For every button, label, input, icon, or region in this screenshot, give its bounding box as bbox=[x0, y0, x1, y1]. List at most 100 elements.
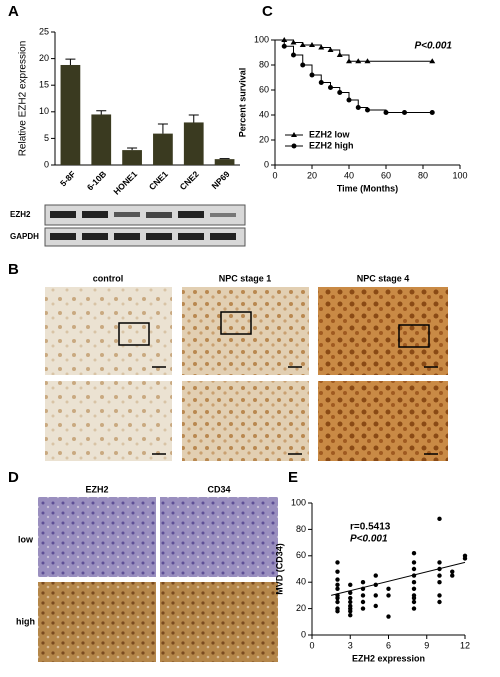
marker bbox=[291, 143, 297, 149]
y-tick-label: 60 bbox=[296, 550, 306, 560]
ihc-image bbox=[38, 582, 156, 662]
point bbox=[411, 595, 417, 601]
point bbox=[437, 560, 442, 565]
blot-gapdh bbox=[44, 227, 246, 247]
error-bar bbox=[188, 114, 199, 123]
ihc-image bbox=[45, 287, 172, 375]
x-tick-label: 6-10B bbox=[85, 169, 108, 192]
x-tick-label: 100 bbox=[452, 170, 467, 180]
y-tick-label: 20 bbox=[259, 134, 269, 144]
point bbox=[411, 550, 417, 556]
point bbox=[348, 599, 353, 605]
blot-label: EZH2 bbox=[10, 210, 31, 219]
x-tick-label: 60 bbox=[381, 170, 391, 180]
point bbox=[411, 606, 417, 611]
bar bbox=[153, 133, 173, 165]
error-bar bbox=[219, 158, 230, 160]
row-label: high bbox=[16, 616, 35, 626]
x-tick-label: 80 bbox=[418, 170, 428, 180]
point bbox=[450, 573, 455, 578]
marker bbox=[300, 62, 306, 68]
x-tick-label: 0 bbox=[309, 640, 314, 650]
point bbox=[335, 560, 340, 565]
column-label: control bbox=[93, 273, 124, 283]
point bbox=[411, 580, 417, 585]
marker bbox=[364, 58, 371, 64]
point bbox=[437, 599, 442, 605]
blot-label: GAPDH bbox=[10, 232, 39, 241]
y-tick-label: 100 bbox=[291, 497, 306, 507]
y-axis-label: MVD (CD34) bbox=[274, 543, 284, 595]
x-axis-label: EZH2 expression bbox=[352, 653, 425, 663]
bar bbox=[214, 159, 235, 165]
marker bbox=[402, 110, 407, 115]
bar bbox=[183, 122, 204, 165]
point bbox=[437, 580, 442, 585]
marker bbox=[355, 58, 362, 64]
marker bbox=[337, 90, 343, 95]
point bbox=[360, 580, 366, 585]
column-label: NPC stage 1 bbox=[219, 273, 272, 283]
y-tick-label: 40 bbox=[259, 109, 269, 119]
panel-b-images: control NPC stage 1 NPC stage 4 bbox=[45, 273, 448, 461]
point bbox=[348, 595, 353, 601]
y-tick-label: 60 bbox=[259, 84, 269, 94]
ihc-image bbox=[182, 381, 309, 461]
point bbox=[411, 566, 417, 572]
ihc-image bbox=[318, 381, 448, 461]
y-tick-label: 25 bbox=[39, 26, 49, 36]
point bbox=[335, 599, 340, 605]
y-tick-label: 0 bbox=[44, 159, 49, 169]
point bbox=[335, 609, 340, 614]
y-tick-label: 80 bbox=[259, 59, 269, 69]
y-tick-label: 10 bbox=[39, 106, 49, 116]
point bbox=[335, 582, 340, 588]
x-tick-label: 6 bbox=[386, 640, 391, 650]
ihc-image bbox=[318, 287, 448, 375]
x-tick-label: CNE2 bbox=[178, 169, 201, 192]
marker bbox=[327, 47, 334, 52]
error-bar bbox=[65, 58, 76, 65]
y-tick-label: 0 bbox=[264, 159, 269, 169]
marker bbox=[290, 39, 297, 45]
marker bbox=[318, 80, 324, 85]
marker bbox=[291, 132, 297, 137]
x-tick-label: NP69 bbox=[209, 169, 231, 191]
point bbox=[348, 609, 353, 614]
marker bbox=[429, 110, 435, 115]
x-tick-label: HONE1 bbox=[111, 169, 139, 197]
y-tick-label: 5 bbox=[44, 133, 49, 143]
legend-label: EZH2 low bbox=[309, 129, 351, 139]
regression-line bbox=[331, 561, 466, 596]
point bbox=[437, 516, 442, 522]
marker bbox=[281, 43, 287, 49]
column-label: EZH2 bbox=[85, 484, 108, 494]
point bbox=[386, 586, 391, 591]
x-tick-label: 3 bbox=[348, 640, 353, 650]
marker bbox=[383, 110, 389, 115]
point bbox=[373, 603, 378, 609]
marker bbox=[318, 44, 325, 50]
y-tick-label: 80 bbox=[296, 524, 306, 534]
panel-label: B bbox=[8, 261, 19, 278]
marker bbox=[336, 52, 343, 57]
column-label: CD34 bbox=[207, 484, 230, 494]
survival-line bbox=[275, 39, 433, 113]
x-tick-label: 9 bbox=[424, 640, 429, 650]
panel-label: E bbox=[288, 469, 298, 486]
marker bbox=[346, 97, 352, 103]
blot-ezh2 bbox=[44, 204, 246, 226]
blot-bands bbox=[50, 211, 236, 240]
x-tick-label: 0 bbox=[272, 170, 277, 180]
y-tick-label: 0 bbox=[301, 629, 306, 639]
ihc-image bbox=[38, 497, 156, 577]
point bbox=[348, 590, 353, 595]
point bbox=[450, 569, 455, 574]
annotation: P<0.001 bbox=[414, 41, 452, 52]
marker bbox=[429, 58, 436, 64]
error-bar bbox=[96, 110, 107, 115]
annotation: P<0.001 bbox=[350, 534, 388, 545]
point bbox=[437, 573, 442, 578]
marker bbox=[309, 42, 315, 47]
